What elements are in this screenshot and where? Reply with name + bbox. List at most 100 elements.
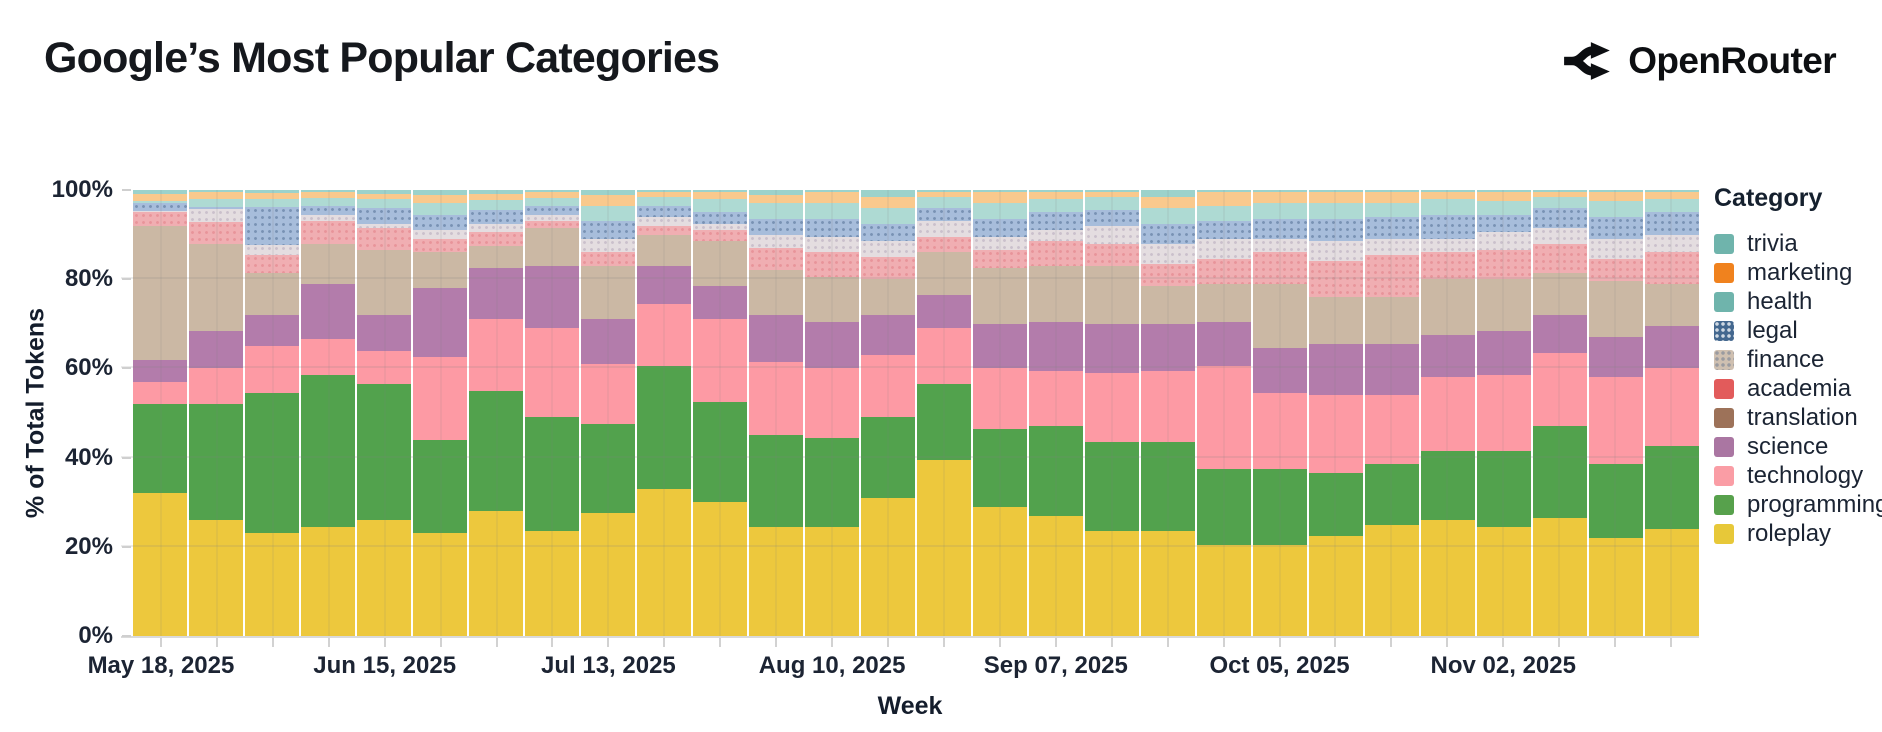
bar-week[interactable] — [525, 190, 579, 636]
bar-segment-trivia[interactable] — [1141, 190, 1195, 197]
bar-segment-programming[interactable] — [469, 390, 523, 512]
bar-segment-trivia[interactable] — [581, 190, 635, 195]
bar-segment-academia[interactable] — [1477, 250, 1531, 280]
bar-segment-academia[interactable] — [805, 252, 859, 277]
bar-segment-marketing[interactable] — [133, 194, 187, 201]
bar-segment-science[interactable] — [693, 285, 747, 320]
bar-segment-programming[interactable] — [357, 384, 411, 521]
bar-segment-marketing[interactable] — [805, 192, 859, 204]
bar-segment-translation[interactable] — [133, 225, 187, 360]
bar-segment-programming[interactable] — [973, 428, 1027, 507]
bar-segment-finance[interactable] — [581, 239, 635, 253]
bar-segment-translation[interactable] — [749, 270, 803, 315]
bar-segment-translation[interactable] — [1533, 272, 1587, 315]
bar-segment-programming[interactable] — [1477, 450, 1531, 527]
bar-segment-technology[interactable] — [749, 361, 803, 436]
bar-segment-legal[interactable] — [1309, 219, 1363, 242]
bar-segment-technology[interactable] — [1029, 370, 1083, 427]
bar-segment-marketing[interactable] — [1421, 192, 1475, 199]
bar-segment-academia[interactable] — [1253, 252, 1307, 284]
bar-segment-health[interactable] — [413, 203, 467, 215]
bar-segment-legal[interactable] — [1253, 219, 1307, 240]
bar-segment-health[interactable] — [189, 198, 243, 208]
bar-segment-roleplay[interactable] — [861, 497, 915, 636]
bar-segment-roleplay[interactable] — [1029, 515, 1083, 636]
bar-segment-roleplay[interactable] — [189, 520, 243, 636]
legend-item-technology[interactable]: technology — [1714, 461, 1882, 490]
bar-segment-roleplay[interactable] — [413, 533, 467, 636]
bar-segment-science[interactable] — [1477, 330, 1531, 376]
bar-segment-health[interactable] — [357, 199, 411, 208]
bar-segment-academia[interactable] — [917, 236, 971, 253]
bar-week[interactable] — [1197, 190, 1251, 636]
bar-segment-roleplay[interactable] — [1589, 537, 1643, 636]
bar-segment-translation[interactable] — [301, 243, 355, 284]
bar-week[interactable] — [861, 190, 915, 636]
bar-segment-finance[interactable] — [1589, 239, 1643, 260]
bar-segment-translation[interactable] — [413, 252, 467, 289]
bar-segment-health[interactable] — [525, 197, 579, 206]
bar-segment-science[interactable] — [1589, 337, 1643, 378]
bar-segment-legal[interactable] — [749, 219, 803, 235]
bar-segment-roleplay[interactable] — [1141, 531, 1195, 636]
bar-segment-translation[interactable] — [357, 250, 411, 315]
bar-segment-marketing[interactable] — [1477, 192, 1531, 202]
bar-segment-trivia[interactable] — [189, 190, 243, 193]
bar-segment-programming[interactable] — [413, 439, 467, 534]
bar-week[interactable] — [301, 190, 355, 636]
bar-segment-health[interactable] — [805, 203, 859, 220]
bar-segment-technology[interactable] — [917, 328, 971, 385]
legend-item-roleplay[interactable]: roleplay — [1714, 519, 1882, 548]
bar-segment-programming[interactable] — [1309, 473, 1363, 536]
bar-segment-programming[interactable] — [693, 401, 747, 503]
bar-segment-legal[interactable] — [133, 202, 187, 211]
bar-segment-technology[interactable] — [413, 357, 467, 440]
bar-segment-marketing[interactable] — [1533, 192, 1587, 197]
bar-segment-science[interactable] — [1253, 348, 1307, 393]
bar-segment-science[interactable] — [581, 319, 635, 364]
bar-segment-science[interactable] — [1421, 334, 1475, 378]
bar-segment-technology[interactable] — [1421, 377, 1475, 451]
bar-segment-science[interactable] — [1533, 314, 1587, 353]
bar-segment-academia[interactable] — [973, 250, 1027, 269]
bar-segment-technology[interactable] — [1477, 375, 1531, 451]
bar-segment-health[interactable] — [1085, 196, 1139, 211]
bar-week[interactable] — [1589, 190, 1643, 636]
bar-segment-finance[interactable] — [1253, 239, 1307, 253]
bar-segment-trivia[interactable] — [245, 190, 299, 194]
bar-segment-academia[interactable] — [189, 222, 243, 244]
bar-segment-health[interactable] — [1589, 201, 1643, 217]
bar-segment-programming[interactable] — [1029, 426, 1083, 516]
bar-segment-programming[interactable] — [1533, 426, 1587, 518]
bar-segment-translation[interactable] — [1197, 283, 1251, 322]
bar-segment-translation[interactable] — [1365, 297, 1419, 344]
bar-segment-trivia[interactable] — [1589, 190, 1643, 193]
bar-segment-academia[interactable] — [1085, 243, 1139, 266]
bar-week[interactable] — [133, 190, 187, 636]
bar-segment-technology[interactable] — [1589, 377, 1643, 465]
bar-segment-health[interactable] — [1029, 199, 1083, 213]
bar-segment-finance[interactable] — [245, 244, 299, 255]
legend-item-translation[interactable]: translation — [1714, 403, 1882, 432]
bar-segment-science[interactable] — [413, 288, 467, 358]
bar-segment-trivia[interactable] — [525, 190, 579, 193]
bar-segment-health[interactable] — [1309, 203, 1363, 220]
bar-segment-academia[interactable] — [1365, 254, 1419, 298]
bar-week[interactable] — [1365, 190, 1419, 636]
bar-segment-academia[interactable] — [749, 248, 803, 271]
bar-segment-marketing[interactable] — [1141, 196, 1195, 208]
bar-week[interactable] — [805, 190, 859, 636]
bar-segment-technology[interactable] — [581, 363, 635, 425]
bar-segment-health[interactable] — [301, 197, 355, 206]
bar-week[interactable] — [1309, 190, 1363, 636]
bar-segment-trivia[interactable] — [1029, 190, 1083, 193]
bar-segment-trivia[interactable] — [1197, 190, 1251, 193]
bar-segment-academia[interactable] — [357, 227, 411, 251]
bar-segment-finance[interactable] — [1141, 243, 1195, 264]
bar-week[interactable] — [1029, 190, 1083, 636]
bar-segment-translation[interactable] — [693, 241, 747, 286]
bar-segment-roleplay[interactable] — [1253, 544, 1307, 636]
bar-segment-legal[interactable] — [469, 210, 523, 224]
bar-segment-health[interactable] — [637, 196, 691, 206]
bar-segment-health[interactable] — [133, 200, 187, 203]
